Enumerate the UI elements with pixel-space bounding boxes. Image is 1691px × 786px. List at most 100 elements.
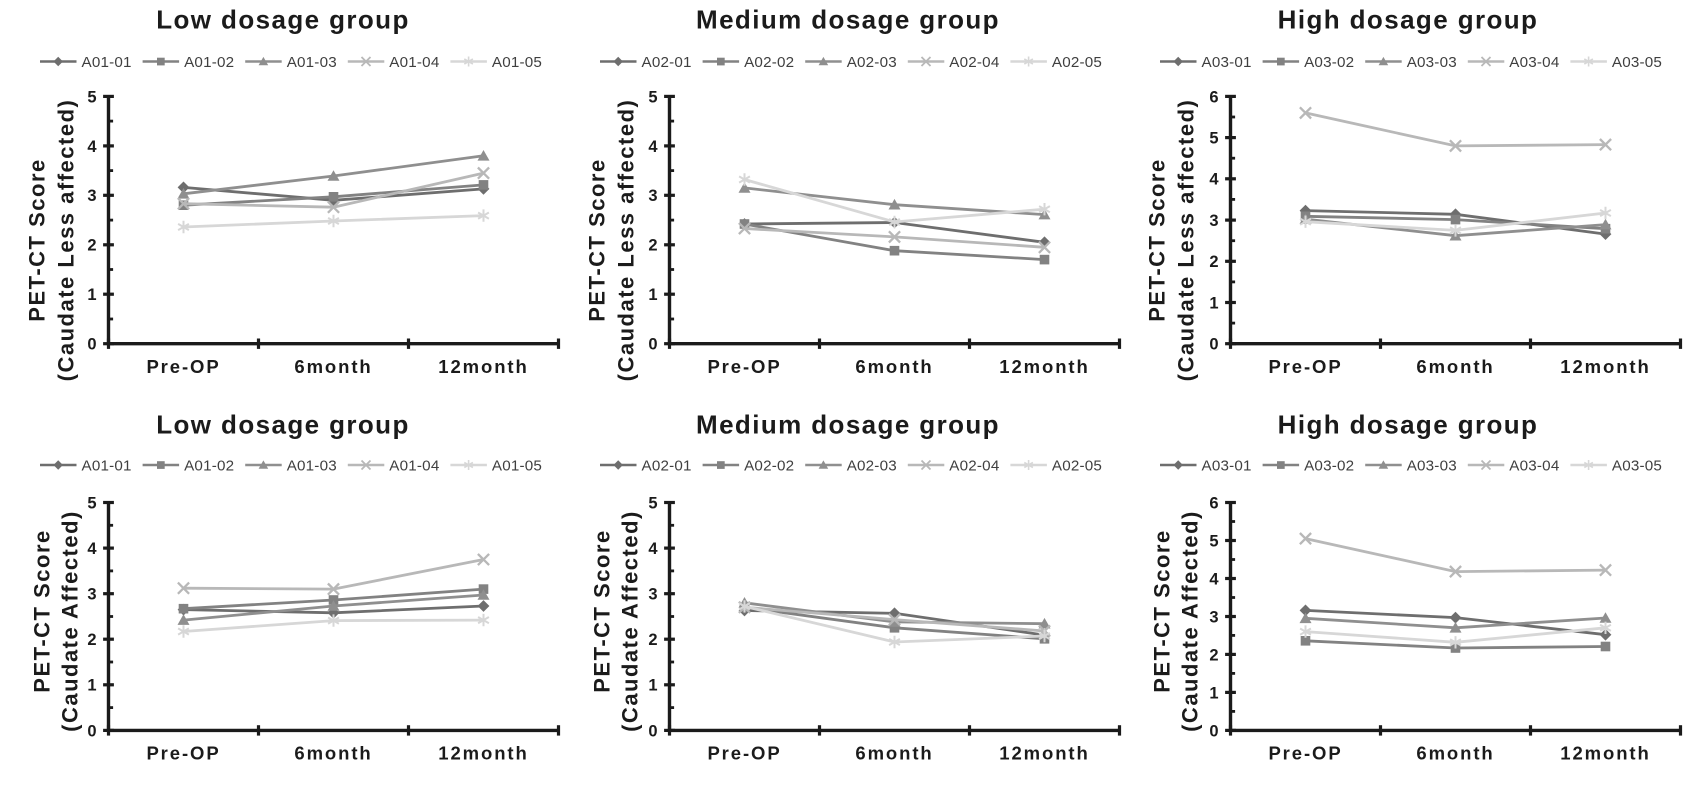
svg-text:4: 4 bbox=[648, 138, 658, 156]
svg-text:1: 1 bbox=[87, 677, 96, 695]
svg-text:PET-CT Score: PET-CT Score bbox=[30, 529, 55, 692]
svg-text:3: 3 bbox=[648, 586, 657, 604]
svg-text:PET-CT Score: PET-CT Score bbox=[25, 158, 50, 321]
svg-text:A01-01: A01-01 bbox=[82, 54, 132, 71]
svg-text:0: 0 bbox=[1209, 336, 1218, 354]
svg-text:2: 2 bbox=[87, 237, 96, 255]
svg-text:6: 6 bbox=[1209, 88, 1218, 106]
svg-text:Medium dosage group: Medium dosage group bbox=[696, 4, 1000, 34]
svg-text:2: 2 bbox=[648, 631, 657, 649]
svg-text:6month: 6month bbox=[294, 356, 372, 377]
svg-text:A01-05: A01-05 bbox=[492, 457, 542, 474]
svg-text:2: 2 bbox=[648, 237, 657, 255]
svg-text:A03-04: A03-04 bbox=[1509, 54, 1559, 71]
svg-text:A03-01: A03-01 bbox=[1202, 54, 1252, 71]
svg-text:2: 2 bbox=[1209, 253, 1218, 271]
svg-text:4: 4 bbox=[1209, 570, 1219, 588]
svg-text:High dosage group: High dosage group bbox=[1278, 4, 1539, 34]
svg-text:1: 1 bbox=[648, 286, 657, 304]
svg-text:A01-04: A01-04 bbox=[389, 457, 439, 474]
svg-text:PET-CT Score: PET-CT Score bbox=[585, 158, 610, 321]
svg-text:2: 2 bbox=[87, 631, 96, 649]
svg-text:0: 0 bbox=[648, 722, 657, 740]
svg-text:Pre-OP: Pre-OP bbox=[146, 356, 220, 377]
svg-text:(Caudate Affected): (Caudate Affected) bbox=[618, 510, 643, 732]
svg-text:A03-04: A03-04 bbox=[1509, 457, 1559, 474]
svg-text:Low dosage group: Low dosage group bbox=[156, 409, 410, 439]
svg-text:3: 3 bbox=[1209, 212, 1218, 230]
svg-text:0: 0 bbox=[1209, 722, 1218, 740]
svg-text:3: 3 bbox=[1209, 608, 1218, 626]
svg-text:A02-05: A02-05 bbox=[1052, 457, 1102, 474]
svg-text:6month: 6month bbox=[294, 743, 372, 764]
svg-text:12month: 12month bbox=[999, 743, 1089, 764]
svg-text:A02-03: A02-03 bbox=[847, 457, 897, 474]
svg-text:1: 1 bbox=[1209, 294, 1218, 312]
svg-text:A02-02: A02-02 bbox=[744, 457, 794, 474]
svg-text:(Caudate Less affected): (Caudate Less affected) bbox=[1174, 99, 1199, 382]
svg-text:A03-01: A03-01 bbox=[1202, 457, 1252, 474]
svg-text:(Caudate Less affected): (Caudate Less affected) bbox=[54, 99, 79, 382]
svg-text:A02-01: A02-01 bbox=[642, 54, 692, 71]
svg-text:0: 0 bbox=[87, 722, 96, 740]
svg-text:A03-02: A03-02 bbox=[1304, 54, 1354, 71]
svg-text:High dosage group: High dosage group bbox=[1278, 409, 1539, 439]
svg-text:A03-05: A03-05 bbox=[1612, 54, 1662, 71]
svg-text:4: 4 bbox=[87, 540, 97, 558]
svg-text:Pre-OP: Pre-OP bbox=[146, 743, 220, 764]
svg-text:3: 3 bbox=[87, 187, 96, 205]
svg-text:6month: 6month bbox=[1416, 356, 1494, 377]
svg-text:1: 1 bbox=[1209, 684, 1218, 702]
svg-text:A03-03: A03-03 bbox=[1407, 457, 1457, 474]
svg-text:5: 5 bbox=[648, 494, 657, 512]
svg-text:12month: 12month bbox=[1560, 743, 1650, 764]
svg-text:12month: 12month bbox=[438, 356, 528, 377]
svg-text:A01-01: A01-01 bbox=[82, 457, 132, 474]
svg-text:A01-03: A01-03 bbox=[287, 54, 337, 71]
svg-text:5: 5 bbox=[1209, 532, 1218, 550]
svg-text:(Caudate Less affected): (Caudate Less affected) bbox=[614, 99, 639, 382]
svg-text:A01-04: A01-04 bbox=[389, 54, 439, 71]
svg-text:A01-02: A01-02 bbox=[184, 457, 234, 474]
svg-text:12month: 12month bbox=[438, 743, 528, 764]
svg-text:PET-CT Score: PET-CT Score bbox=[590, 529, 615, 692]
svg-text:A02-03: A02-03 bbox=[847, 54, 897, 71]
svg-text:A02-01: A02-01 bbox=[642, 457, 692, 474]
svg-text:Pre-OP: Pre-OP bbox=[1268, 743, 1342, 764]
svg-text:3: 3 bbox=[648, 187, 657, 205]
svg-text:Pre-OP: Pre-OP bbox=[707, 356, 781, 377]
svg-text:A01-02: A01-02 bbox=[184, 54, 234, 71]
svg-text:Pre-OP: Pre-OP bbox=[1268, 356, 1342, 377]
svg-text:5: 5 bbox=[648, 88, 657, 106]
svg-text:6: 6 bbox=[1209, 494, 1218, 512]
svg-text:3: 3 bbox=[87, 586, 96, 604]
svg-text:A02-04: A02-04 bbox=[949, 457, 999, 474]
svg-text:A03-02: A03-02 bbox=[1304, 457, 1354, 474]
svg-text:A03-05: A03-05 bbox=[1612, 457, 1662, 474]
svg-text:A03-03: A03-03 bbox=[1407, 54, 1457, 71]
svg-text:0: 0 bbox=[87, 336, 96, 354]
svg-text:A02-04: A02-04 bbox=[949, 54, 999, 71]
svg-text:4: 4 bbox=[648, 540, 658, 558]
svg-text:6month: 6month bbox=[855, 743, 933, 764]
svg-text:A01-03: A01-03 bbox=[287, 457, 337, 474]
svg-text:Medium dosage group: Medium dosage group bbox=[696, 409, 1000, 439]
svg-text:(Caudate Affected): (Caudate Affected) bbox=[58, 510, 83, 732]
svg-text:4: 4 bbox=[87, 138, 97, 156]
svg-text:5: 5 bbox=[87, 494, 96, 512]
svg-text:5: 5 bbox=[1209, 130, 1218, 148]
svg-text:12month: 12month bbox=[1560, 356, 1650, 377]
svg-text:PET-CT Score: PET-CT Score bbox=[1150, 529, 1175, 692]
svg-text:1: 1 bbox=[87, 286, 96, 304]
svg-text:4: 4 bbox=[1209, 171, 1219, 189]
svg-text:5: 5 bbox=[87, 88, 96, 106]
svg-text:2: 2 bbox=[1209, 646, 1218, 664]
svg-text:A02-05: A02-05 bbox=[1052, 54, 1102, 71]
svg-text:6month: 6month bbox=[855, 356, 933, 377]
svg-text:(Caudate Affected): (Caudate Affected) bbox=[1178, 510, 1203, 732]
svg-text:Pre-OP: Pre-OP bbox=[707, 743, 781, 764]
svg-text:1: 1 bbox=[648, 677, 657, 695]
svg-text:A01-05: A01-05 bbox=[492, 54, 542, 71]
svg-text:Low dosage group: Low dosage group bbox=[156, 4, 410, 34]
svg-text:PET-CT Score: PET-CT Score bbox=[1145, 158, 1170, 321]
